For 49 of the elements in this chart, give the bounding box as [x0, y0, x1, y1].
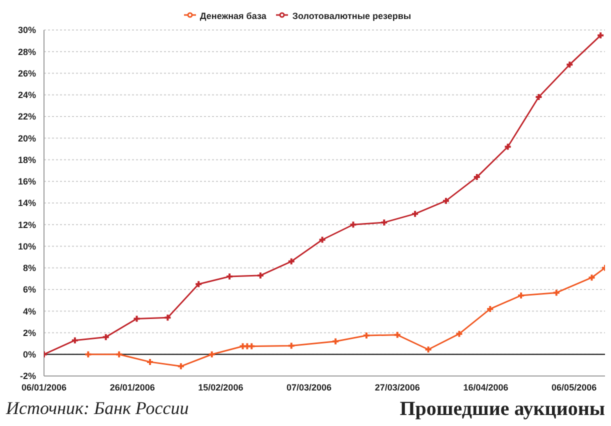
point	[194, 280, 203, 288]
point	[208, 350, 216, 358]
x-tick-label: 06/01/2006	[21, 382, 67, 392]
point	[411, 210, 420, 218]
y-tick-label: 18%	[18, 154, 36, 165]
point	[318, 236, 326, 244]
y-tick-label: 24%	[18, 90, 36, 100]
point	[332, 337, 340, 346]
x-tick-label: 07/03/2006	[286, 382, 332, 392]
y-tick-label: 30%	[18, 25, 36, 36]
point	[70, 336, 79, 344]
point	[566, 60, 574, 69]
point	[504, 142, 512, 151]
point	[115, 350, 124, 358]
y-tick-label: 12%	[18, 220, 36, 230]
legend-label: Денежная база	[200, 11, 266, 21]
y-tick-label: 6%	[22, 284, 36, 295]
text: Прошедшие аукционы	[400, 398, 605, 421]
x-tick-label: 15/02/2006	[198, 382, 244, 392]
point	[442, 196, 450, 205]
y-tick-label: 0%	[22, 350, 36, 360]
y-tick-label: 28%	[18, 46, 36, 57]
x-tick-label: 27/03/2006	[374, 382, 420, 392]
point	[349, 220, 358, 229]
point	[164, 314, 172, 322]
x-tick-label: 06/05/2006	[552, 382, 597, 392]
y-tick-label: 8%	[22, 263, 36, 274]
point	[588, 274, 596, 282]
point	[393, 330, 402, 339]
y-tick-label: 14%	[18, 198, 36, 208]
y-tick-label: 2%	[22, 328, 36, 338]
y-tick-label: 16%	[18, 176, 36, 187]
x-tick-label: 26/01/2006	[110, 382, 155, 392]
y-tick-label: 10%	[18, 241, 36, 252]
y-tick-label: -2%	[20, 371, 36, 382]
point	[287, 257, 296, 266]
text: Источник: Банк России	[6, 398, 189, 419]
point	[455, 330, 464, 338]
point	[132, 314, 141, 323]
legend-label: Золотовалютные резервы	[292, 11, 412, 21]
point	[287, 342, 296, 350]
point	[552, 288, 560, 297]
x-tick-label: 16/04/2006	[463, 382, 508, 392]
y-tick-label: 4%	[22, 306, 36, 316]
y-tick-label: 22%	[18, 112, 36, 122]
point	[176, 362, 185, 370]
point	[102, 333, 110, 342]
y-tick-label: 26%	[18, 68, 36, 78]
y-tick-label: 20%	[18, 133, 36, 144]
